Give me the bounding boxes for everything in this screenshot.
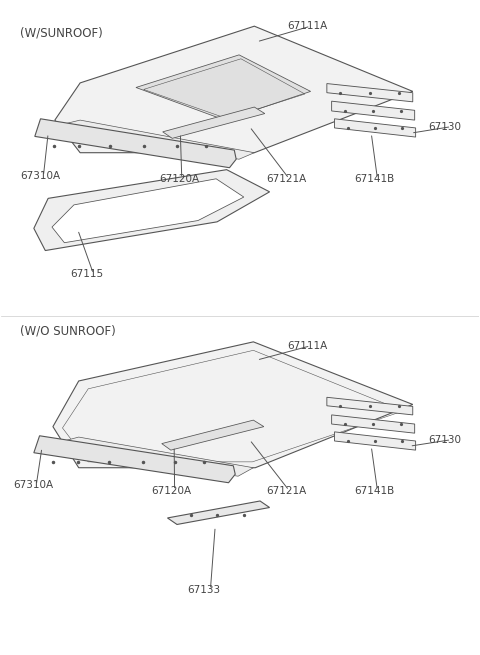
Polygon shape: [335, 432, 416, 450]
Polygon shape: [52, 179, 244, 243]
Text: 67141B: 67141B: [355, 174, 395, 184]
Text: 67121A: 67121A: [266, 174, 307, 184]
Polygon shape: [162, 420, 264, 450]
Polygon shape: [35, 119, 236, 168]
Polygon shape: [53, 342, 413, 468]
Polygon shape: [45, 120, 254, 159]
Text: (W/O SUNROOF): (W/O SUNROOF): [21, 324, 116, 337]
Polygon shape: [335, 119, 416, 137]
Polygon shape: [55, 26, 413, 153]
Text: 67310A: 67310A: [13, 480, 53, 491]
Text: 67121A: 67121A: [266, 485, 307, 496]
Text: 67133: 67133: [188, 585, 221, 595]
Text: 67111A: 67111A: [288, 21, 328, 31]
Polygon shape: [332, 101, 415, 120]
Polygon shape: [332, 415, 415, 433]
Text: 67120A: 67120A: [159, 174, 199, 184]
Text: 67130: 67130: [429, 435, 461, 445]
Polygon shape: [327, 398, 413, 415]
Text: (W/SUNROOF): (W/SUNROOF): [21, 26, 103, 39]
Polygon shape: [34, 436, 235, 483]
Text: 67111A: 67111A: [288, 341, 328, 351]
Text: 67130: 67130: [429, 122, 461, 132]
Text: 67310A: 67310A: [21, 171, 60, 181]
Text: 67115: 67115: [71, 269, 104, 279]
Polygon shape: [34, 170, 270, 251]
Polygon shape: [168, 501, 270, 525]
Polygon shape: [44, 437, 253, 476]
Polygon shape: [136, 55, 311, 120]
Polygon shape: [163, 107, 265, 138]
Text: 67141B: 67141B: [355, 485, 395, 496]
Polygon shape: [327, 84, 413, 102]
Text: 67120A: 67120A: [152, 485, 192, 496]
